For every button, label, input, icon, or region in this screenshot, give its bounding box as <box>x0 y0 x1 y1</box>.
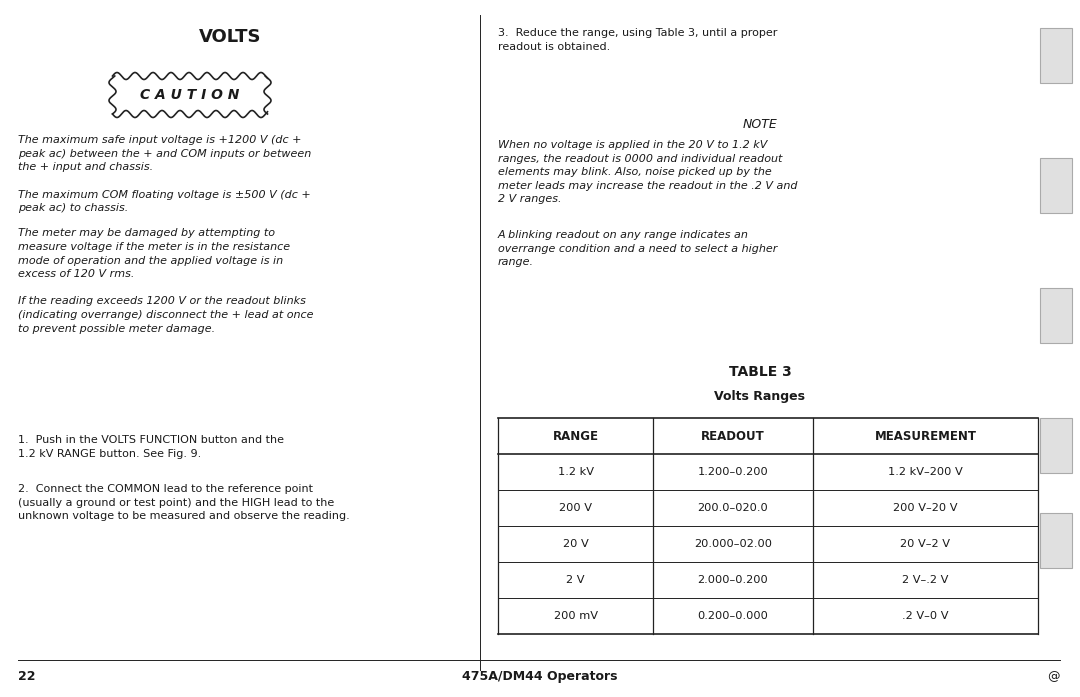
Text: READOUT: READOUT <box>701 429 765 443</box>
Text: 475A/DM44 Operators: 475A/DM44 Operators <box>462 670 618 683</box>
FancyBboxPatch shape <box>1040 512 1072 567</box>
Text: 22: 22 <box>18 670 36 683</box>
Text: 200 V: 200 V <box>559 503 592 513</box>
Text: The maximum safe input voltage is +1200 V (dc +
peak ac) between the + and COM i: The maximum safe input voltage is +1200 … <box>18 135 311 172</box>
FancyBboxPatch shape <box>1040 418 1072 473</box>
Text: VOLTS: VOLTS <box>199 28 261 46</box>
Text: .2 V–0 V: .2 V–0 V <box>902 611 948 621</box>
Text: 20 V–2 V: 20 V–2 V <box>901 539 950 549</box>
Text: TABLE 3: TABLE 3 <box>729 365 792 379</box>
Text: MEASUREMENT: MEASUREMENT <box>875 429 976 443</box>
Text: If the reading exceeds 1200 V or the readout blinks
(indicating overrange) disco: If the reading exceeds 1200 V or the rea… <box>18 296 313 334</box>
Text: 20 V: 20 V <box>563 539 589 549</box>
Text: NOTE: NOTE <box>743 118 778 131</box>
Text: 3.  Reduce the range, using Table 3, until a proper
readout is obtained.: 3. Reduce the range, using Table 3, unti… <box>498 28 778 52</box>
Text: 1.  Push in the VOLTS FUNCTION button and the
1.2 kV RANGE button. See Fig. 9.: 1. Push in the VOLTS FUNCTION button and… <box>18 435 284 459</box>
Text: 2 V: 2 V <box>566 575 584 585</box>
FancyBboxPatch shape <box>1040 287 1072 342</box>
Text: 2.  Connect the COMMON lead to the reference point
(usually a ground or test poi: 2. Connect the COMMON lead to the refere… <box>18 484 350 521</box>
Text: 20.000–02.00: 20.000–02.00 <box>694 539 772 549</box>
Text: Volts Ranges: Volts Ranges <box>715 390 806 403</box>
Text: @: @ <box>1048 670 1059 683</box>
Text: When no voltage is applied in the 20 V to 1.2 kV
ranges, the readout is 0000 and: When no voltage is applied in the 20 V t… <box>498 140 797 204</box>
Text: 1.2 kV: 1.2 kV <box>557 467 594 477</box>
FancyBboxPatch shape <box>1040 27 1072 82</box>
Text: 200.0–020.0: 200.0–020.0 <box>698 503 768 513</box>
Text: 1.200–0.200: 1.200–0.200 <box>698 467 768 477</box>
Text: 200 mV: 200 mV <box>554 611 597 621</box>
FancyBboxPatch shape <box>1040 158 1072 213</box>
Text: C A U T I O N: C A U T I O N <box>140 88 240 102</box>
Text: The meter may be damaged by attempting to
measure voltage if the meter is in the: The meter may be damaged by attempting t… <box>18 229 291 279</box>
Text: 200 V–20 V: 200 V–20 V <box>893 503 958 513</box>
Text: 2 V–.2 V: 2 V–.2 V <box>902 575 948 585</box>
Text: 0.200–0.000: 0.200–0.000 <box>698 611 769 621</box>
Text: 1.2 kV–200 V: 1.2 kV–200 V <box>888 467 963 477</box>
Text: RANGE: RANGE <box>553 429 598 443</box>
Text: 2.000–0.200: 2.000–0.200 <box>698 575 768 585</box>
Text: The maximum COM floating voltage is ±500 V (dc +
peak ac) to chassis.: The maximum COM floating voltage is ±500… <box>18 190 311 213</box>
Text: A blinking readout on any range indicates an
overrange condition and a need to s: A blinking readout on any range indicate… <box>498 230 778 267</box>
